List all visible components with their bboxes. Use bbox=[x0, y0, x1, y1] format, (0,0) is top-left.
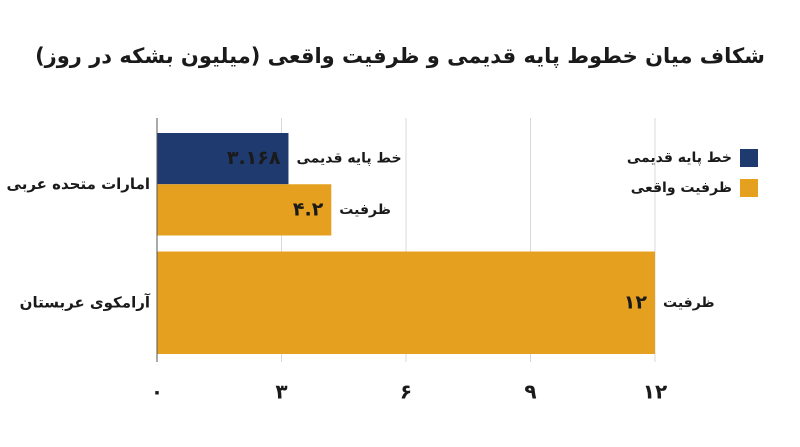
x-tick-label: ۰ bbox=[151, 380, 163, 404]
category-label: آرامکوی عربستان bbox=[20, 293, 151, 311]
bar bbox=[157, 184, 332, 236]
bar bbox=[157, 133, 289, 185]
legend-label: خط پایه قدیمی bbox=[627, 150, 732, 166]
x-tick-label: ۹ bbox=[524, 380, 536, 404]
x-tick-label: ۶ bbox=[400, 380, 412, 404]
bar-label: ظرفیت bbox=[663, 295, 715, 311]
value-label: ۴.۲ bbox=[293, 198, 324, 220]
legend-swatch bbox=[740, 149, 758, 167]
chart-title: شکاف میان خطوط پایه قدیمی و ظرفیت واقعی … bbox=[35, 44, 765, 68]
legend-label: ظرفیت واقعی bbox=[631, 180, 732, 196]
category-label: امارات متحده عربی bbox=[7, 175, 150, 193]
value-label: ۱۲ bbox=[624, 291, 648, 313]
bar bbox=[157, 251, 655, 354]
bar-label: خط پایه قدیمی bbox=[296, 151, 401, 167]
bar-label: ظرفیت bbox=[339, 202, 391, 218]
x-tick-label: ۳ bbox=[275, 380, 287, 404]
x-tick-label: ۱۲ bbox=[643, 380, 667, 404]
legend-swatch bbox=[740, 179, 758, 197]
value-label: ۳.۱۶۸ bbox=[227, 147, 281, 169]
